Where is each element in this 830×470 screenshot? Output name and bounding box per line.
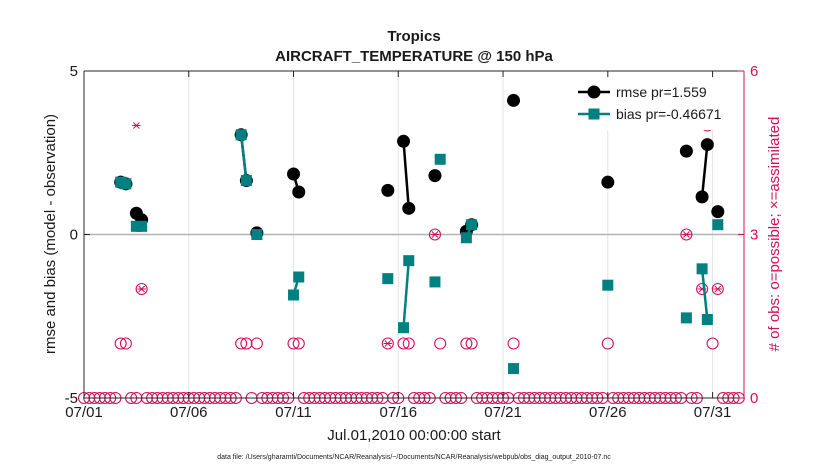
bias-point-9-1 <box>466 219 478 231</box>
bias-point-13-0 <box>696 263 708 275</box>
obs-possible-marker-8 <box>119 337 132 350</box>
legend: rmse pr=1.559 bias pr=-0.46671 <box>572 78 740 130</box>
obs-assimilated-marker-4 <box>682 231 691 238</box>
x-tick-label-6: 07/31 <box>694 404 732 421</box>
legend-box <box>572 78 740 130</box>
obs-assimilated-marker-1 <box>137 285 146 293</box>
bias-point-13-1 <box>701 314 713 326</box>
obs-assimilated-marker-3 <box>430 231 440 238</box>
bias-point-8-0 <box>434 153 446 165</box>
obs-assimilated-marker-7 <box>713 285 723 293</box>
series-layer <box>114 93 725 375</box>
x-tick-label-2: 07/11 <box>275 404 311 421</box>
left-tick-label-2: 5 <box>70 63 78 80</box>
right-tick-label-0: 0 <box>750 390 758 407</box>
bias-point-14-0 <box>712 219 724 231</box>
rmse-point-6-1 <box>402 201 416 215</box>
bias-point-10-0 <box>508 363 520 375</box>
legend-rmse-marker <box>587 85 601 99</box>
bias-point-5-0 <box>382 273 394 285</box>
rmse-point-13-0 <box>711 205 725 219</box>
rmse-point-12-1 <box>700 138 714 152</box>
bias-point-11-0 <box>602 279 614 291</box>
x-tick-label-0: 07/01 <box>65 404 103 421</box>
rmse-line-12 <box>700 144 709 198</box>
bias-line-2 <box>239 134 248 181</box>
chart-title: Tropics <box>387 28 440 45</box>
axes <box>83 70 745 399</box>
rmse-point-6-0 <box>397 134 411 148</box>
bias-point-12-0 <box>680 312 692 324</box>
rmse-point-4-0 <box>287 167 301 181</box>
legend-bias-label: bias pr=-0.46671 <box>616 106 722 122</box>
bias-point-2-1 <box>240 175 252 187</box>
bias-point-3-0 <box>251 229 263 240</box>
bias-point-6-0 <box>398 322 410 334</box>
right-tick-label-2: 6 <box>750 63 758 80</box>
rmse-point-7-0 <box>428 169 442 183</box>
bias-point-4-0 <box>288 289 300 301</box>
obs-assimilated-marker-2 <box>383 340 393 347</box>
left-tick-label-0: -5 <box>65 390 78 407</box>
obs-possible-marker-115 <box>680 228 693 241</box>
obs-possible-marker-74 <box>465 337 478 350</box>
legend-bias-marker <box>588 108 600 120</box>
rmse-point-12-0 <box>695 190 709 204</box>
obs-possible-marker-58 <box>381 337 394 350</box>
obs-possible-marker-120 <box>706 337 719 350</box>
bias-point-1-1 <box>136 220 148 232</box>
x-tick-label-4: 07/21 <box>484 404 522 421</box>
bias-point-4-1 <box>293 271 305 283</box>
obs-possible-marker-62 <box>402 337 415 350</box>
bias-point-2-0 <box>235 129 247 141</box>
x-tick-label-3: 07/16 <box>380 404 418 421</box>
x-tick-label-1: 07/06 <box>170 404 208 421</box>
right-tick-labels: 0 3 6 <box>750 63 758 407</box>
bias-point-7-0 <box>429 276 441 288</box>
obs-possible-marker-30 <box>235 337 248 350</box>
rmse-point-11-0 <box>679 144 693 158</box>
obs-possible-marker-67 <box>428 228 442 241</box>
x-tick-label-5: 07/26 <box>589 404 627 421</box>
obs-possible-marker-41 <box>292 337 305 350</box>
rmse-point-9-0 <box>507 93 521 107</box>
left-tick-label-1: 0 <box>70 227 78 244</box>
rmse-line-6 <box>402 141 411 209</box>
rmse-point-5-0 <box>381 183 395 197</box>
legend-rmse-label: rmse pr=1.559 <box>616 84 707 100</box>
obs-possible-marker-73 <box>460 337 473 350</box>
obs-possible-marker-40 <box>287 337 300 350</box>
obs-possible-marker-61 <box>397 337 410 350</box>
obs-possible-marker-11 <box>135 282 148 296</box>
chart-subtitle: AIRCRAFT_TEMPERATURE @ 150 hPa <box>275 48 553 65</box>
obs-assimilated-marker-0 <box>132 122 141 129</box>
obs-possible-marker-7 <box>114 337 127 350</box>
obs-possible-marker-100 <box>601 337 614 350</box>
bias-point-6-1 <box>403 255 415 267</box>
obs-possible-marker-33 <box>250 337 263 350</box>
bias-line-13 <box>700 268 709 320</box>
x-axis-label: Jul.01,2010 00:00:00 start <box>327 427 501 444</box>
rmse-point-10-0 <box>601 175 615 189</box>
left-tick-labels: -5 0 5 <box>65 63 78 407</box>
obs-possible-marker-68 <box>434 337 447 350</box>
y-axis-label-left: rmse and bias (model - observation) <box>42 114 59 354</box>
right-tick-label-1: 3 <box>750 227 758 244</box>
footnote: data file: /Users/gharamti/Documents/NCA… <box>217 454 611 461</box>
y-axis-label-right: # of obs: o=possible; ×=assimilated <box>766 117 783 352</box>
obs-possible-marker-118 <box>696 282 709 296</box>
bias-point-0-1 <box>120 178 132 190</box>
bias-series <box>115 129 724 375</box>
bias-point-9-0 <box>460 232 472 244</box>
x-tick-labels: 07/01 07/06 07/11 07/16 07/21 07/26 07/31 <box>65 404 731 421</box>
bias-line-6 <box>402 260 411 328</box>
rmse-point-4-1 <box>292 185 306 199</box>
obs-possible-marker-121 <box>711 282 724 296</box>
obs-possible-marker-82 <box>507 337 520 350</box>
